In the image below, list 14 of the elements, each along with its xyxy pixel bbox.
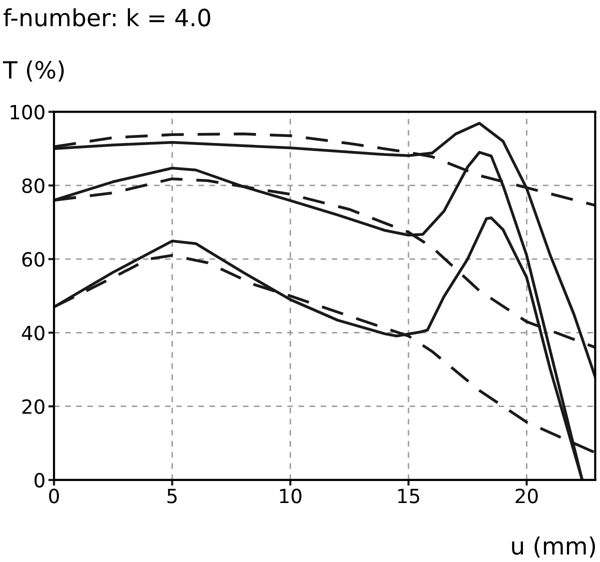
- y-tick-label: 0: [34, 472, 44, 488]
- x-tick-label: 20: [516, 488, 538, 504]
- x-axis-title: u (mm): [512, 536, 595, 558]
- y-tick-label: 60: [22, 252, 44, 267]
- x-tick-label: 10: [280, 488, 302, 504]
- chart-title: f-number: k = 4.0: [4, 8, 210, 27]
- y-tick-label: 80: [22, 178, 44, 194]
- y-tick-label: 100: [10, 104, 44, 120]
- y-tick-label: 40: [22, 326, 44, 340]
- y-tick-label: 20: [22, 399, 44, 414]
- y-axis-title: T (%): [2, 60, 64, 82]
- x-tick-label: 0: [49, 488, 59, 504]
- x-tick-label: 15: [398, 488, 420, 504]
- x-tick-label: 5: [167, 488, 177, 504]
